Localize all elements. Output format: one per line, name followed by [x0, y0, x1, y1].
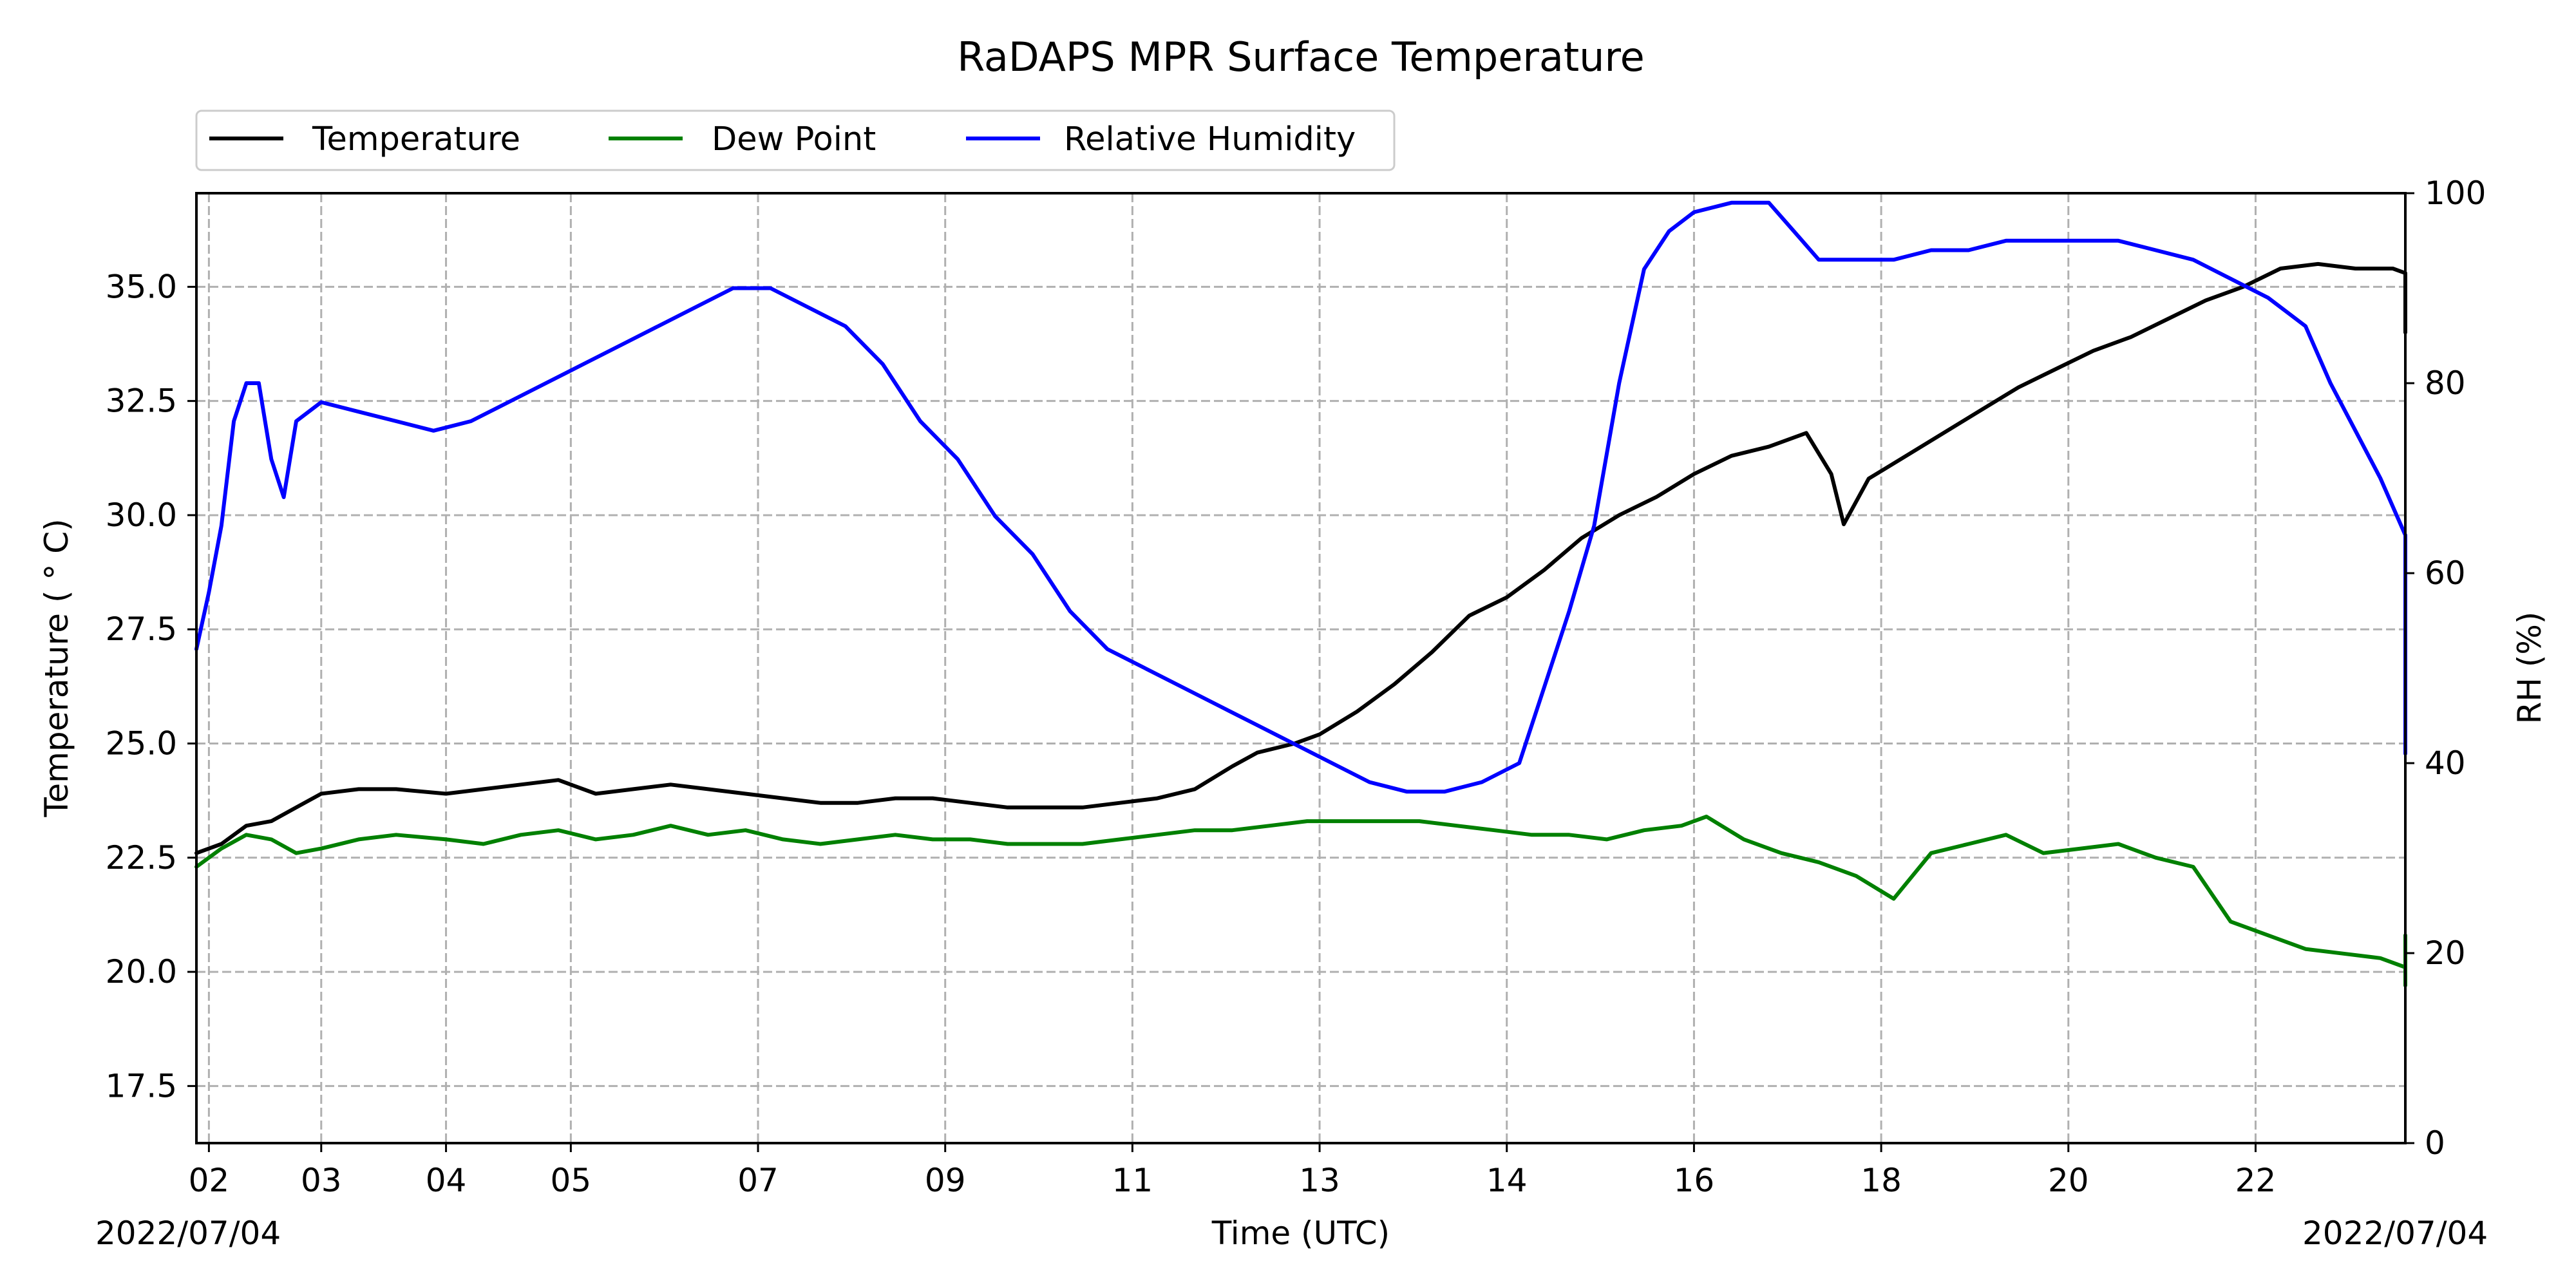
x-tick-label: 04: [426, 1162, 467, 1199]
y-tick-label-right: 0: [2425, 1124, 2445, 1162]
series-line-relative-humidity: [194, 200, 2407, 794]
legend: Temperature Dew Point Relative Humidity: [195, 109, 1396, 171]
grid: [196, 193, 2405, 1143]
axis-ticks: 02 03 04 05 07 09 11 13 14 16 18 20 22 17.5 20.0 22.5 25…: [106, 175, 2486, 1199]
x-tick-label: 14: [1486, 1162, 1528, 1199]
x-tick-label: 09: [925, 1162, 966, 1199]
x-tick-label: 07: [737, 1162, 779, 1199]
x-tick-label: 02: [189, 1162, 230, 1199]
y-tick-label-right: 60: [2425, 554, 2466, 592]
chart-title: RaDAPS MPR Surface Temperature: [957, 33, 1645, 80]
y-tick-label-left: 35.0: [106, 268, 177, 305]
x-tick-label: 03: [301, 1162, 342, 1199]
series-line-dew-point: [194, 815, 2407, 988]
y-tick-label-right: 40: [2425, 744, 2466, 782]
date-label-left: 2022/07/04: [95, 1215, 281, 1252]
y-tick-label-left: 32.5: [106, 383, 177, 420]
y-axis-label-right: RH (%): [2511, 612, 2548, 724]
plot-frame: [195, 192, 2407, 1144]
y-axis-label-left: Temperature ( ° C): [38, 518, 75, 817]
x-tick-label: 13: [1299, 1162, 1340, 1199]
x-tick-label: 11: [1112, 1162, 1153, 1199]
plot-series: [194, 200, 2407, 988]
legend-box: [195, 109, 1396, 171]
legend-item-dew-point: Dew Point: [609, 120, 876, 158]
legend-item-relative-humidity: Relative Humidity: [966, 120, 1356, 158]
series-line-temperature: [194, 261, 2407, 855]
y-tick-label-right: 80: [2425, 365, 2466, 402]
legend-label-dew-point: Dew Point: [712, 120, 876, 158]
x-tick-label: 05: [551, 1162, 592, 1199]
legend-item-temperature: Temperature: [209, 120, 520, 158]
date-label-right: 2022/07/04: [2302, 1215, 2488, 1252]
y-tick-label-left: 27.5: [106, 611, 177, 648]
y-tick-label-right: 100: [2425, 175, 2486, 212]
y-tick-label-right: 20: [2425, 934, 2466, 972]
x-tick-label: 22: [2235, 1162, 2277, 1199]
y-tick-label-left: 17.5: [106, 1067, 177, 1104]
y-tick-label-left: 22.5: [106, 839, 177, 876]
y-tick-label-left: 30.0: [106, 497, 177, 534]
y-tick-label-left: 20.0: [106, 953, 177, 990]
x-tick-label: 18: [1861, 1162, 1902, 1199]
y-tick-label-left: 25.0: [106, 725, 177, 762]
x-axis-label: Time (UTC): [1211, 1215, 1390, 1252]
x-tick-label: 16: [1674, 1162, 1715, 1199]
legend-label-temperature: Temperature: [312, 120, 520, 158]
x-tick-label: 20: [2048, 1162, 2089, 1199]
legend-label-relative-humidity: Relative Humidity: [1064, 120, 1356, 158]
